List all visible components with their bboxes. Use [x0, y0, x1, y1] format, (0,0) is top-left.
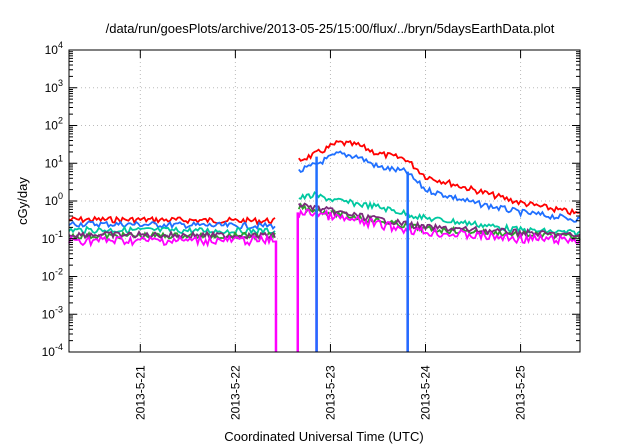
x-tick-label: 2013-5-25 — [514, 365, 528, 420]
series-line — [298, 202, 581, 239]
chart-title: /data/run/goesPlots/archive/2013-05-25/1… — [106, 21, 555, 36]
tick-marks — [69, 49, 580, 353]
data-gaps — [274, 156, 409, 352]
series-line — [298, 150, 581, 223]
y-axis-label: cGy/day — [15, 177, 30, 225]
series-line — [68, 225, 276, 236]
y-tick-label: 10-3 — [42, 304, 63, 321]
y-tick-label: 10-2 — [42, 267, 63, 284]
y-tick-label: 104 — [45, 40, 63, 57]
series-line — [298, 140, 581, 216]
series-line — [68, 215, 276, 226]
series-line — [298, 191, 581, 238]
series-line — [68, 233, 276, 248]
x-tick-label: 2013-5-22 — [228, 365, 242, 420]
y-tick-label: 10-4 — [42, 342, 63, 359]
series-lines — [68, 140, 581, 248]
x-tick-label: 2013-5-24 — [419, 365, 433, 420]
y-tick-label: 10-1 — [42, 229, 63, 246]
x-tick-label: 2013-5-21 — [133, 365, 147, 420]
x-tick-labels: 2013-5-21 2013-5-22 2013-5-23 2013-5-24 2013… — [133, 365, 527, 420]
series-line — [68, 229, 276, 240]
y-tick-label: 103 — [45, 78, 63, 95]
y-tick-label: 102 — [45, 116, 63, 133]
x-tick-label: 2013-5-23 — [323, 365, 337, 420]
y-tick-label: 100 — [45, 191, 63, 208]
y-tick-labels: 10-4 10-3 10-2 10-1 100 101 102 103 104 — [42, 40, 63, 359]
y-tick-label: 101 — [45, 153, 63, 170]
series-line — [68, 220, 276, 231]
x-axis-label: Coordinated Universal Time (UTC) — [224, 429, 423, 444]
series-line — [297, 208, 581, 246]
